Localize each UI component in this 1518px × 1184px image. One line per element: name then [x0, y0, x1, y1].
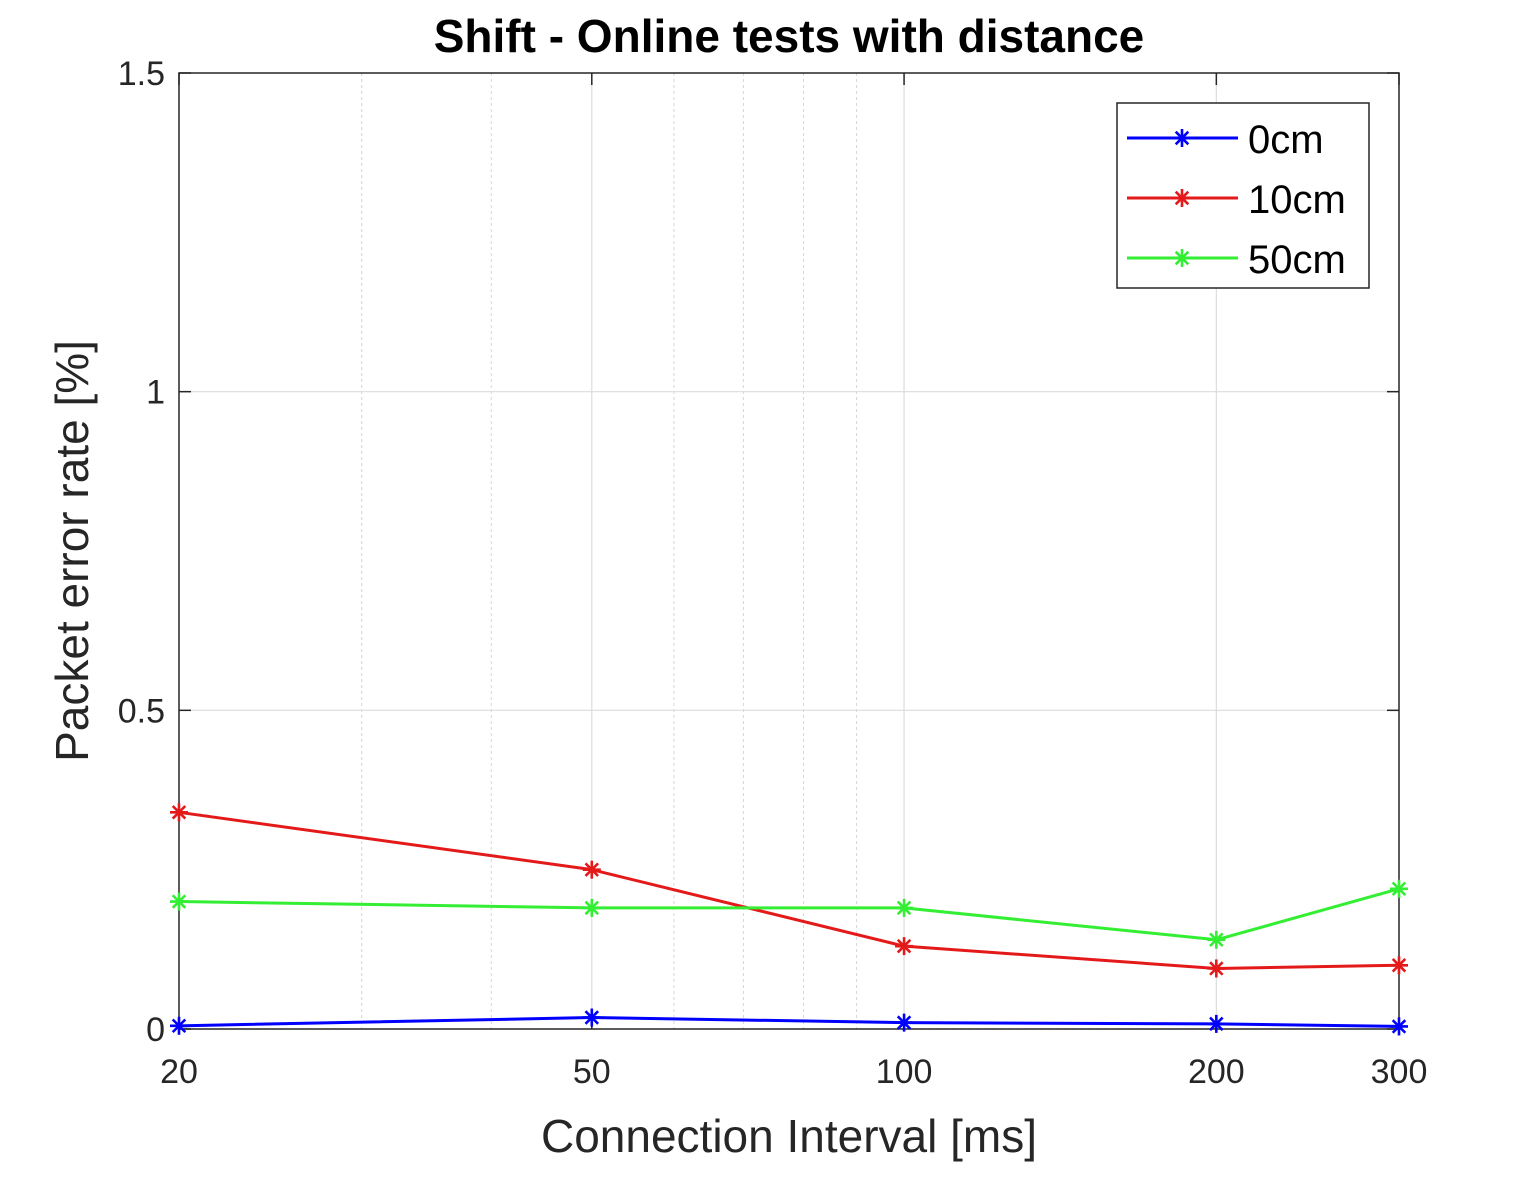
- data-point-0cm: [1207, 1014, 1226, 1033]
- data-point-50cm: [582, 898, 601, 917]
- y-axis-label: Packet error rate [%]: [46, 340, 98, 762]
- legend: 0cm 10cm 50cm: [1116, 102, 1370, 289]
- series-lines: [170, 803, 1408, 1036]
- data-point-50cm: [170, 892, 188, 911]
- x-tick-label: 100: [876, 1053, 933, 1091]
- legend-marker-0cm: [1173, 129, 1191, 147]
- data-point-50cm: [1207, 930, 1226, 949]
- axis-ticks: 20 50 100 200 300 0 0.5 1 1.5: [118, 55, 1428, 1091]
- plot-area-border: [178, 72, 1400, 1030]
- data-point-50cm: [895, 898, 914, 917]
- x-tick-label: 300: [1371, 1053, 1428, 1091]
- data-point-10cm: [895, 937, 914, 956]
- data-point-0cm: [1390, 1017, 1408, 1036]
- data-point-10cm: [170, 803, 188, 822]
- y-tick-label: 1: [146, 374, 165, 412]
- chart-title: Shift - Online tests with distance: [434, 10, 1145, 62]
- data-point-0cm: [170, 1016, 188, 1035]
- x-tick-label: 200: [1188, 1053, 1245, 1091]
- data-point-10cm: [582, 860, 601, 879]
- y-tick-label: 0.5: [118, 692, 165, 730]
- data-point-50cm: [1390, 879, 1408, 898]
- legend-marker-50cm: [1173, 249, 1191, 267]
- data-point-10cm: [1207, 959, 1226, 978]
- x-tick-label: 20: [160, 1053, 198, 1091]
- legend-marker-10cm: [1173, 189, 1191, 207]
- y-tick-label: 1.5: [118, 55, 165, 93]
- legend-label-50cm: 50cm: [1248, 238, 1346, 282]
- data-point-0cm: [582, 1008, 601, 1027]
- data-point-10cm: [1390, 956, 1408, 975]
- data-point-0cm: [895, 1013, 914, 1032]
- legend-label-10cm: 10cm: [1248, 178, 1346, 222]
- y-tick-label: 0: [146, 1011, 165, 1049]
- legend-label-0cm: 0cm: [1248, 118, 1324, 162]
- x-tick-label: 50: [573, 1053, 611, 1091]
- x-axis-label: Connection Interval [ms]: [541, 1110, 1037, 1162]
